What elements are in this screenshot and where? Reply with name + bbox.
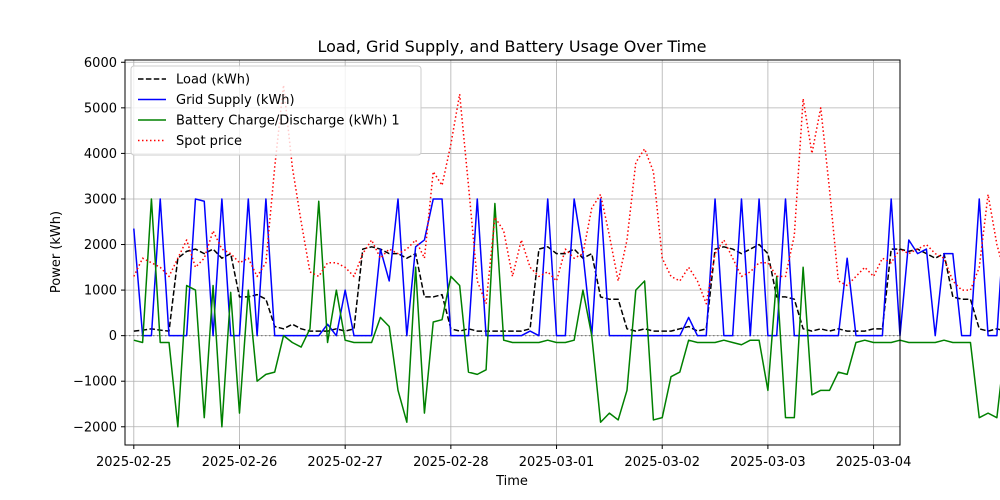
x-tick-label: 2025-03-01 [519, 455, 595, 470]
y-tick-label: 3000 [84, 192, 117, 207]
y-axis: −2000 −1000 0 1000 2000 3000 4000 5000 6000 [73, 56, 125, 435]
series-line-1 [133, 243, 1000, 332]
x-tick-label: 2025-02-28 [413, 455, 489, 470]
legend-label: Spot price [176, 134, 242, 149]
y-tick-label: −1000 [73, 375, 117, 390]
legend-label: Grid Supply (kWh) [176, 93, 295, 108]
y-tick-label: 0 [109, 329, 117, 344]
x-tick-label: 2025-02-27 [307, 455, 383, 470]
plot-frame [124, 59, 901, 446]
series-line-4 [133, 84, 1000, 305]
legend-label: Load (kWh) [176, 73, 250, 88]
legend-label: Battery Charge/Discharge (kWh) 1 [176, 114, 400, 129]
y-axis-label: Power (kWh) [49, 211, 64, 293]
x-axis: 2025-02-25 2025-02-26 2025-02-27 2025-02-28… [96, 445, 911, 470]
y-tick-label: 6000 [84, 56, 117, 71]
series-line-3 [133, 198, 1000, 428]
x-tick-label: 2025-03-04 [836, 455, 912, 470]
x-tick-label: 2025-03-02 [624, 455, 700, 470]
y-tick-label: 1000 [84, 284, 117, 299]
chart-title: Load, Grid Supply, and Battery Usage Ove… [317, 37, 706, 56]
x-axis-label: Time [495, 474, 528, 489]
y-tick-label: 4000 [84, 147, 117, 162]
y-tick-label: −2000 [73, 420, 117, 435]
series-lines [133, 84, 1000, 428]
legend: Load (kWh) Grid Supply (kWh) Battery Charg… [130, 65, 422, 156]
y-tick-label: 5000 [84, 101, 117, 116]
series-line-2 [133, 198, 1000, 337]
x-tick-label: 2025-03-03 [730, 455, 806, 470]
legend-box [130, 65, 422, 156]
x-tick-label: 2025-02-26 [202, 455, 278, 470]
x-tick-label: 2025-02-25 [96, 455, 172, 470]
y-tick-label: 2000 [84, 238, 117, 253]
